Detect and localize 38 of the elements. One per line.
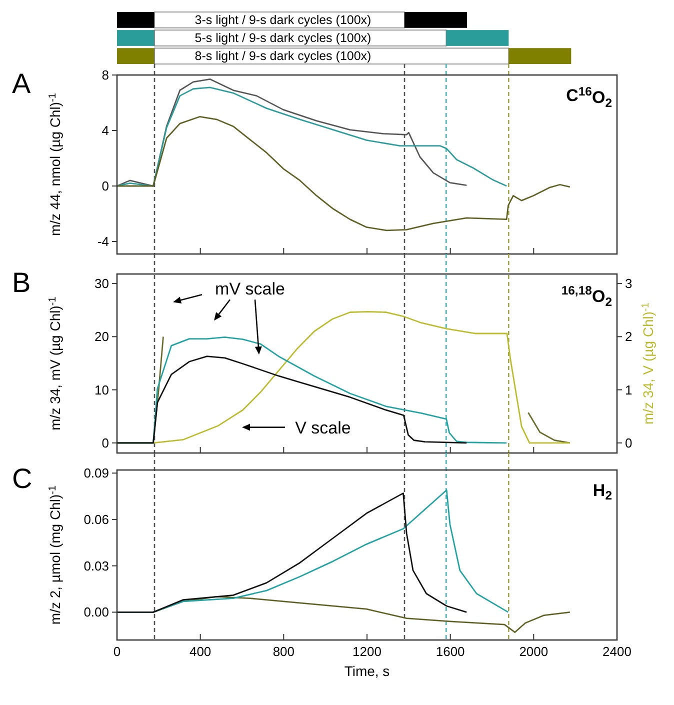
line-series [117, 356, 468, 444]
x-tick-label: 2000 [519, 644, 548, 659]
x-tick-label: 1200 [352, 644, 382, 659]
y2-tick-label: 2 [625, 329, 632, 344]
y-tick-label: 30 [94, 276, 109, 292]
annotation: C$^{16}$O$_{2}$ [566, 84, 612, 110]
x-axis-title: Time, s [344, 663, 390, 679]
y-tick-label: 0 [102, 178, 109, 194]
y-tick-label: 4 [102, 123, 109, 138]
annotation: 8-s light / 9-s dark cycles (100x) [194, 49, 372, 64]
text: C [12, 463, 32, 494]
annotation: mV scale [215, 279, 285, 298]
annotation: 3-s light / 9-s dark cycles (100x) [194, 12, 372, 27]
y-tick-label: 10 [94, 382, 109, 398]
y-tick-label: -4 [97, 234, 109, 250]
y2-tick-label: 3 [625, 276, 632, 292]
y2-tick-label: 0 [625, 435, 632, 450]
y2-tick-label: 1 [625, 382, 632, 398]
y-tick-label: 0.06 [84, 512, 109, 527]
x-tick-label: 1600 [436, 644, 465, 659]
text: A [12, 68, 31, 99]
x-tick-label: 0 [113, 644, 121, 659]
annotation: V scale [295, 418, 351, 437]
line-series [117, 116, 571, 232]
y-tick-label: 20 [94, 329, 109, 344]
text: B [12, 267, 31, 298]
x-tick-label: 800 [272, 644, 295, 659]
y-tick-label: 0.00 [84, 604, 109, 620]
annotation: H$_{2}$ [592, 481, 612, 503]
x-tick-label: 400 [189, 644, 212, 659]
annotation: $^{16,18}$O$_{2}$ [561, 283, 612, 309]
y-tick-label: 0.09 [84, 466, 109, 481]
y-tick-label: 0.03 [84, 558, 109, 574]
y-tick-label: 8 [102, 68, 109, 82]
annotation: 5-s light / 9-s dark cycles (100x) [194, 31, 372, 45]
line-series [117, 86, 508, 187]
y-tick-label: 0 [102, 435, 109, 450]
x-tick-label: 2400 [602, 644, 632, 659]
